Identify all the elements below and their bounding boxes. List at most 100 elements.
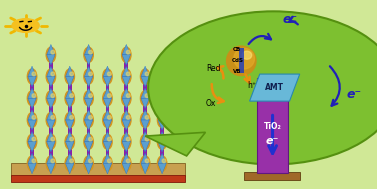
Polygon shape [28, 120, 36, 130]
Polygon shape [28, 163, 36, 174]
Ellipse shape [51, 50, 55, 54]
Ellipse shape [126, 115, 130, 119]
Polygon shape [84, 66, 93, 77]
Ellipse shape [107, 72, 111, 76]
Bar [124, 55, 128, 163]
Polygon shape [66, 120, 74, 130]
Polygon shape [66, 131, 74, 142]
Ellipse shape [51, 137, 55, 141]
Ellipse shape [157, 91, 167, 106]
Ellipse shape [107, 115, 111, 119]
Ellipse shape [46, 134, 56, 149]
Polygon shape [103, 77, 112, 87]
Ellipse shape [140, 112, 150, 128]
Polygon shape [158, 120, 166, 130]
Polygon shape [141, 131, 149, 142]
Ellipse shape [157, 134, 167, 149]
Bar [160, 98, 164, 163]
Ellipse shape [70, 159, 74, 163]
Ellipse shape [51, 94, 55, 98]
Polygon shape [158, 131, 166, 142]
Polygon shape [141, 66, 149, 77]
Ellipse shape [89, 137, 92, 141]
Polygon shape [66, 163, 74, 174]
Ellipse shape [65, 91, 75, 106]
Ellipse shape [89, 50, 92, 54]
Bar [30, 77, 34, 163]
Polygon shape [66, 98, 74, 109]
Ellipse shape [162, 159, 166, 163]
Polygon shape [47, 77, 55, 87]
Ellipse shape [70, 137, 74, 141]
Ellipse shape [70, 115, 74, 119]
Polygon shape [122, 110, 130, 120]
Text: TiO₂: TiO₂ [264, 122, 282, 131]
Bar [239, 48, 244, 73]
Polygon shape [66, 110, 74, 120]
Polygon shape [122, 163, 130, 174]
Ellipse shape [46, 69, 56, 84]
Polygon shape [84, 88, 93, 98]
Text: Ox: Ox [206, 98, 216, 108]
Polygon shape [122, 142, 130, 152]
Ellipse shape [107, 159, 111, 163]
Ellipse shape [145, 159, 149, 163]
Ellipse shape [32, 159, 36, 163]
Text: VB: VB [233, 69, 241, 74]
Ellipse shape [103, 134, 112, 149]
Polygon shape [84, 120, 93, 130]
Ellipse shape [148, 11, 377, 164]
Polygon shape [158, 88, 166, 98]
Polygon shape [47, 163, 55, 174]
Ellipse shape [46, 47, 56, 62]
Polygon shape [28, 153, 36, 163]
Ellipse shape [140, 156, 150, 171]
Polygon shape [66, 88, 74, 98]
Ellipse shape [89, 94, 92, 98]
Ellipse shape [28, 69, 37, 84]
Polygon shape [141, 77, 149, 87]
Polygon shape [122, 88, 130, 98]
Polygon shape [141, 153, 149, 163]
Polygon shape [141, 142, 149, 152]
Polygon shape [141, 88, 149, 98]
Ellipse shape [157, 156, 167, 171]
Polygon shape [66, 142, 74, 152]
Ellipse shape [234, 48, 254, 69]
Text: CB: CB [233, 47, 241, 52]
Text: e⁻: e⁻ [266, 136, 279, 146]
Ellipse shape [145, 115, 149, 119]
Polygon shape [122, 131, 130, 142]
Ellipse shape [162, 137, 166, 141]
Polygon shape [47, 66, 55, 77]
Ellipse shape [84, 112, 93, 128]
Polygon shape [84, 55, 93, 65]
Ellipse shape [126, 94, 130, 98]
Ellipse shape [89, 159, 92, 163]
Ellipse shape [126, 50, 130, 54]
Polygon shape [84, 98, 93, 109]
Polygon shape [122, 77, 130, 87]
Ellipse shape [227, 46, 256, 76]
Ellipse shape [65, 156, 75, 171]
Polygon shape [47, 44, 55, 55]
Ellipse shape [103, 69, 112, 84]
Polygon shape [47, 110, 55, 120]
Polygon shape [103, 163, 112, 174]
Bar [257, 78, 288, 173]
Polygon shape [103, 66, 112, 77]
Ellipse shape [126, 159, 130, 163]
Ellipse shape [121, 47, 131, 62]
Ellipse shape [103, 91, 112, 106]
Ellipse shape [12, 19, 39, 32]
Polygon shape [103, 131, 112, 142]
Polygon shape [66, 77, 74, 87]
Polygon shape [103, 98, 112, 109]
Ellipse shape [126, 137, 130, 141]
Ellipse shape [162, 115, 166, 119]
Ellipse shape [89, 115, 92, 119]
Polygon shape [47, 120, 55, 130]
Ellipse shape [51, 159, 55, 163]
Ellipse shape [145, 137, 149, 141]
Ellipse shape [145, 94, 149, 98]
